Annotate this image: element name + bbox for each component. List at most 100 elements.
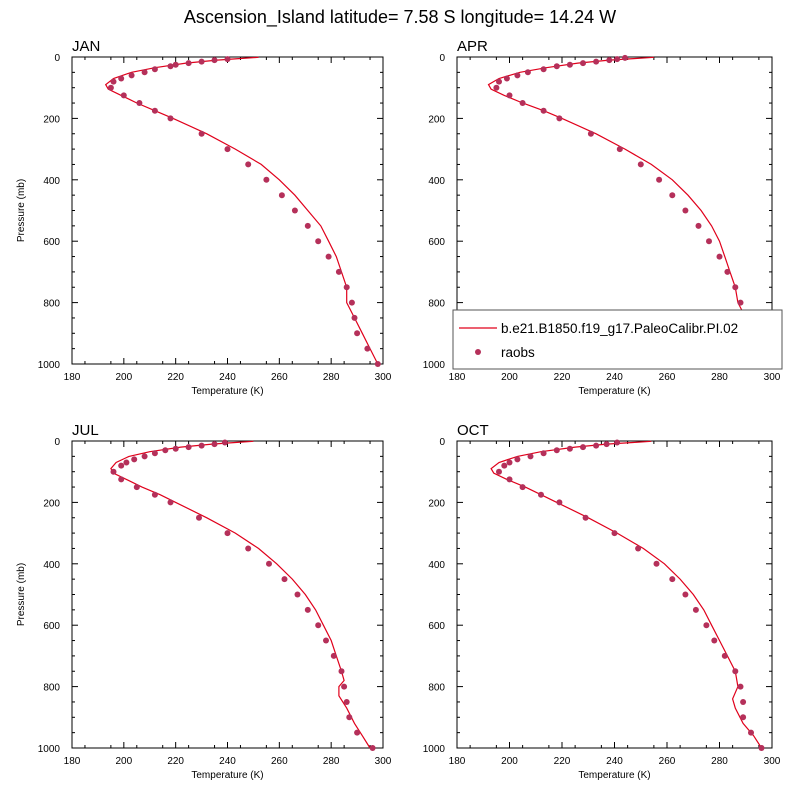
- plot-frame: [456, 440, 773, 749]
- raobs-point: [603, 441, 610, 448]
- raobs-point: [593, 58, 600, 65]
- y-tick-label: 800: [428, 299, 445, 310]
- raobs-point: [136, 100, 143, 106]
- panel-label: JAN: [72, 38, 100, 55]
- raobs-point: [556, 115, 563, 122]
- x-axis-label: Temperature (K): [578, 386, 650, 397]
- x-tick-label: 280: [711, 756, 728, 767]
- legend-box: [452, 309, 783, 370]
- y-tick-label: 200: [428, 114, 445, 125]
- raobs-point: [185, 60, 192, 67]
- figure-title: Ascension_Island latitude= 7.58 S longit…: [184, 7, 616, 28]
- x-tick-label: 280: [711, 372, 728, 383]
- raobs-point: [566, 445, 573, 452]
- x-tick-label: 180: [449, 756, 466, 767]
- panel-jul: JUL 180 200 220 240 260 280 300 0 200 400 600 800 100…: [16, 422, 392, 781]
- raobs-point: [198, 442, 205, 449]
- model-line-series: [490, 440, 763, 749]
- raobs-point: [706, 238, 712, 245]
- raobs-point: [540, 450, 547, 457]
- raobs-point: [304, 222, 311, 229]
- y-tick-label: 1000: [423, 744, 446, 755]
- raobs-point: [593, 442, 600, 449]
- raobs-point: [732, 668, 739, 675]
- raobs-point: [364, 345, 371, 352]
- x-tick-label: 240: [219, 756, 236, 767]
- raobs-point: [653, 560, 660, 567]
- legend-marker-swatch: [475, 349, 481, 355]
- raobs-point: [198, 58, 205, 65]
- raobs-point: [224, 146, 231, 153]
- raobs-point: [703, 622, 710, 629]
- raobs-point: [493, 84, 500, 91]
- y-tick-label: 600: [43, 621, 60, 632]
- raobs-point: [506, 476, 513, 483]
- raobs-point: [323, 637, 329, 644]
- x-tick-label: 180: [64, 372, 81, 383]
- plot-frame: [71, 56, 384, 365]
- x-axis-label: Temperature (K): [191, 770, 263, 781]
- raobs-point: [343, 699, 350, 705]
- raobs-point: [281, 576, 288, 583]
- raobs-point: [611, 530, 618, 537]
- raobs-point: [162, 447, 169, 454]
- raobs-point: [211, 441, 218, 448]
- raobs-point: [556, 499, 563, 506]
- x-tick-label: 200: [115, 756, 132, 767]
- raobs-point: [118, 476, 125, 483]
- x-tick-label: 260: [659, 756, 676, 767]
- raobs-point: [151, 107, 158, 114]
- x-axis-label: Temperature (K): [191, 386, 263, 397]
- x-tick-label: 280: [323, 756, 340, 767]
- x-tick-label: 300: [764, 756, 781, 767]
- x-tick-label: 280: [323, 372, 340, 383]
- raobs-point: [656, 176, 663, 183]
- raobs-point: [172, 445, 179, 452]
- panel-jan: JAN 180 200 220 240 260 280 300 0 200 400 600 800 100…: [16, 38, 392, 397]
- raobs-point: [566, 61, 573, 68]
- raobs-point: [732, 284, 739, 291]
- raobs-point: [294, 591, 301, 598]
- raobs-point: [622, 54, 628, 61]
- raobs-point: [151, 450, 158, 457]
- y-tick-label: 200: [43, 498, 60, 509]
- raobs-point: [167, 63, 174, 70]
- raobs-point: [695, 222, 702, 229]
- panels: JAN 180 200 220 240 260 280 300 0 200 400 600 800 100…: [16, 38, 783, 781]
- raobs-point: [338, 668, 345, 675]
- y-tick-label: 800: [428, 683, 445, 694]
- raobs-point: [606, 57, 613, 64]
- raobs-point: [635, 545, 642, 552]
- raobs-point: [167, 499, 174, 506]
- legend-entry-label: raobs: [501, 345, 535, 360]
- y-tick-label: 1000: [38, 360, 61, 371]
- raobs-point: [131, 456, 138, 463]
- y-axis-label: Pressure (mb): [16, 563, 27, 626]
- raobs-point: [506, 92, 513, 99]
- x-tick-label: 300: [764, 372, 781, 383]
- raobs-point: [167, 115, 174, 122]
- raobs-point: [374, 361, 381, 367]
- model-line-series: [110, 440, 371, 749]
- y-tick-label: 400: [43, 560, 60, 571]
- raobs-point: [682, 591, 689, 598]
- panel-oct: OCT 180 200 220 240 260 280 300 0 200 400 600 800 100…: [423, 422, 781, 781]
- raobs-point: [330, 652, 337, 659]
- x-tick-label: 260: [659, 372, 676, 383]
- raobs-point: [740, 714, 747, 721]
- x-tick-label: 300: [375, 372, 392, 383]
- y-tick-label: 0: [439, 53, 445, 64]
- y-tick-label: 400: [43, 176, 60, 187]
- raobs-point: [616, 146, 623, 153]
- raobs-point: [748, 729, 754, 736]
- raobs-point: [343, 284, 350, 291]
- raobs-point: [245, 161, 252, 168]
- x-tick-label: 240: [606, 372, 623, 383]
- raobs-point: [737, 683, 744, 690]
- raobs-point: [211, 57, 218, 64]
- raobs-point: [221, 439, 228, 446]
- raobs-point: [514, 456, 521, 463]
- raobs-point: [315, 238, 322, 245]
- y-tick-label: 1000: [423, 360, 446, 371]
- raobs-point: [266, 560, 272, 567]
